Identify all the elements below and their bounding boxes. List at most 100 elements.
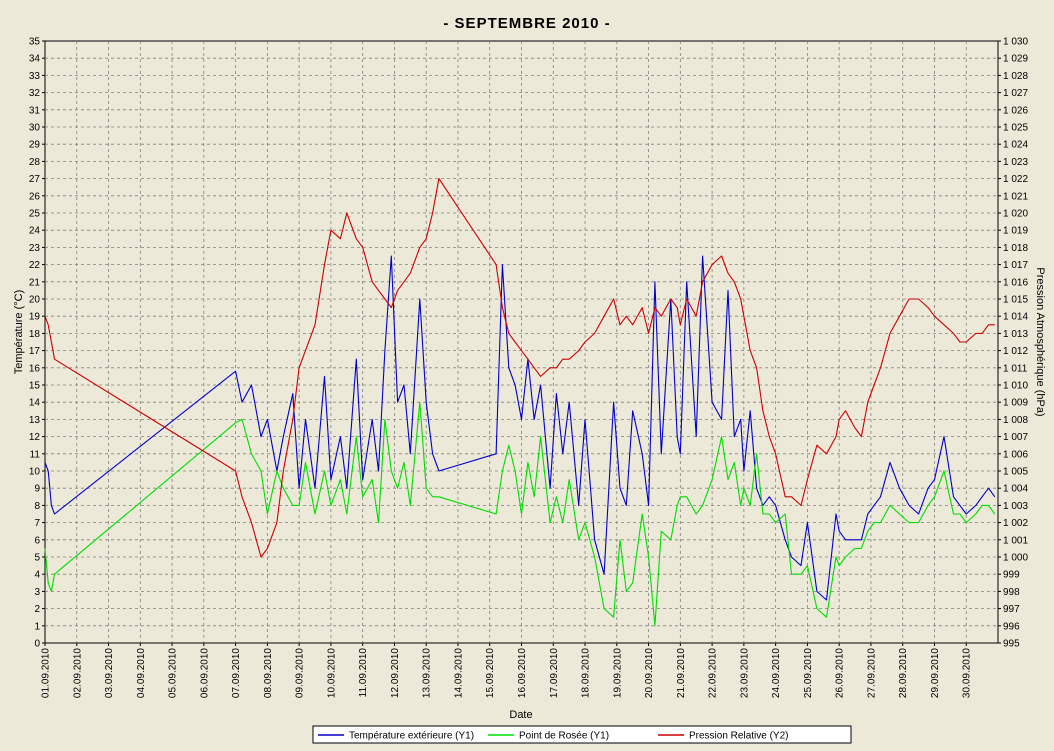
- y-right-tick-label: 1 022: [1003, 174, 1028, 185]
- x-tick-label: 29.09.2010: [930, 648, 941, 698]
- x-tick-label: 01.09.2010: [41, 648, 52, 698]
- y-right-tick-label: 996: [1003, 621, 1020, 632]
- y-left-tick-label: 0: [34, 639, 40, 650]
- y-left-tick-label: 22: [29, 260, 41, 271]
- x-axis-label: Date: [509, 709, 532, 721]
- y-right-tick-label: 1 000: [1003, 553, 1028, 564]
- x-tick-label: 22.09.2010: [708, 648, 719, 698]
- x-tick-label: 18.09.2010: [581, 648, 592, 698]
- x-tick-label: 13.09.2010: [422, 648, 433, 698]
- y-right-tick-label: 1 012: [1003, 346, 1028, 357]
- y-left-tick-label: 24: [29, 226, 41, 237]
- y-right-tick-label: 1 005: [1003, 467, 1028, 478]
- x-tick-label: 15.09.2010: [485, 648, 496, 698]
- y-left-tick-label: 32: [29, 88, 41, 99]
- y-left-tick-label: 21: [29, 277, 41, 288]
- legend-label: Point de Rosée (Y1): [519, 731, 609, 742]
- x-tick-label: 27.09.2010: [866, 648, 877, 698]
- x-tick-label: 21.09.2010: [676, 648, 687, 698]
- x-tick-label: 16.09.2010: [517, 648, 528, 698]
- y-left-tick-label: 14: [29, 398, 41, 409]
- legend-box: [312, 725, 852, 744]
- x-tick-labels: 01.09.2010 02.09.2010 03.09.2010 04.09.2010…: [41, 643, 973, 698]
- y-right-tick-label: 1 024: [1003, 140, 1028, 151]
- y-right-tick-label: 998: [1003, 587, 1020, 598]
- y-left-tick-label: 2: [34, 604, 40, 615]
- y-left-tick-label: 4: [34, 570, 40, 581]
- y-right-tick-label: 1 002: [1003, 518, 1028, 529]
- y-right-tick-label: 1 025: [1003, 123, 1028, 134]
- x-tick-label: 09.09.2010: [295, 648, 306, 698]
- y-right-tick-label: 1 030: [1003, 37, 1028, 48]
- y-right-tick-label: 995: [1003, 639, 1020, 650]
- y-right-tick-label: 1 023: [1003, 157, 1028, 168]
- y-left-tick-label: 28: [29, 157, 41, 168]
- y-left-tick-label: 31: [29, 105, 41, 116]
- y-right-tick-label: 1 017: [1003, 260, 1028, 271]
- y-right-tick-label: 1 028: [1003, 71, 1028, 82]
- y-left-tick-label: 29: [29, 140, 41, 151]
- y-right-tick-label: 1 027: [1003, 88, 1028, 99]
- y-left-tick-label: 19: [29, 312, 41, 323]
- y-right-tick-label: 1 015: [1003, 295, 1028, 306]
- series-lines: [44, 178, 996, 627]
- y-left-tick-label: 9: [34, 484, 40, 495]
- y-right-tick-label: 1 016: [1003, 277, 1028, 288]
- y-right-tick-label: 1 029: [1003, 54, 1028, 65]
- y-left-tick-label: 26: [29, 191, 41, 202]
- y-left-tick-label: 23: [29, 243, 41, 254]
- x-tick-label: 06.09.2010: [199, 648, 210, 698]
- x-tick-label: 14.09.2010: [453, 648, 464, 698]
- y-right-tick-label: 1 001: [1003, 535, 1028, 546]
- x-tick-label: 03.09.2010: [104, 648, 115, 698]
- y-right-tick-label: 1 011: [1003, 363, 1028, 374]
- y-left-tick-label: 27: [29, 174, 41, 185]
- y-right-tick-labels: 995 996 997 998 999 1 000 1 001 1 002 1 003 1 004…: [998, 37, 1028, 650]
- x-tick-label: 26.09.2010: [835, 648, 846, 698]
- y-right-tick-label: 1 003: [1003, 501, 1028, 512]
- x-tick-label: 17.09.2010: [549, 648, 560, 698]
- y-left-axis-label: Température (°C): [13, 290, 25, 374]
- y-left-tick-label: 33: [29, 71, 41, 82]
- chart-title: - SEPTEMBRE 2010 -: [443, 15, 610, 32]
- y-right-axis-label: Pression Atmosphérique (hPa): [1034, 267, 1046, 416]
- x-tick-label: 10.09.2010: [326, 648, 337, 698]
- y-left-tick-label: 8: [34, 501, 40, 512]
- y-left-tick-label: 10: [29, 467, 41, 478]
- y-left-tick-label: 16: [29, 363, 41, 374]
- series-line-point-de-rosee-y1: [44, 401, 996, 627]
- y-right-tick-label: 1 020: [1003, 209, 1028, 220]
- y-left-tick-label: 1: [34, 621, 40, 632]
- y-left-tick-label: 13: [29, 415, 41, 426]
- y-left-tick-label: 6: [34, 535, 40, 546]
- y-right-tick-label: 1 006: [1003, 449, 1028, 460]
- y-left-tick-label: 25: [29, 209, 41, 220]
- grid: [45, 41, 998, 643]
- y-left-tick-label: 35: [29, 37, 41, 48]
- y-right-tick-label: 999: [1003, 570, 1020, 581]
- x-tick-label: 24.09.2010: [771, 648, 782, 698]
- y-left-tick-label: 30: [29, 123, 41, 134]
- y-left-tick-label: 11: [30, 449, 41, 460]
- y-right-tick-label: 1 010: [1003, 381, 1028, 392]
- y-left-tick-label: 5: [34, 553, 40, 564]
- x-tick-label: 25.09.2010: [803, 648, 814, 698]
- y-right-tick-label: 1 009: [1003, 398, 1028, 409]
- y-left-tick-label: 20: [29, 295, 41, 306]
- legend: Température extérieure (Y1) Point de Rosé…: [312, 725, 852, 744]
- y-left-tick-label: 3: [34, 587, 40, 598]
- y-right-tick-label: 1 019: [1003, 226, 1028, 237]
- y-right-tick-label: 1 014: [1003, 312, 1028, 323]
- x-tick-label: 11.09.2010: [358, 648, 369, 698]
- x-tick-label: 28.09.2010: [898, 648, 909, 698]
- x-tick-label: 23.09.2010: [739, 648, 750, 698]
- y-left-tick-labels: 0123456789101112131415161718192021222324…: [29, 37, 45, 650]
- series-line-temperature-exterieure-y1: [44, 255, 996, 601]
- x-tick-label: 02.09.2010: [72, 648, 83, 698]
- legend-label: Pression Relative (Y2): [689, 731, 788, 742]
- y-right-tick-label: 1 004: [1003, 484, 1028, 495]
- x-tick-label: 04.09.2010: [136, 648, 147, 698]
- y-right-tick-label: 1 007: [1003, 432, 1028, 443]
- x-tick-label: 05.09.2010: [168, 648, 179, 698]
